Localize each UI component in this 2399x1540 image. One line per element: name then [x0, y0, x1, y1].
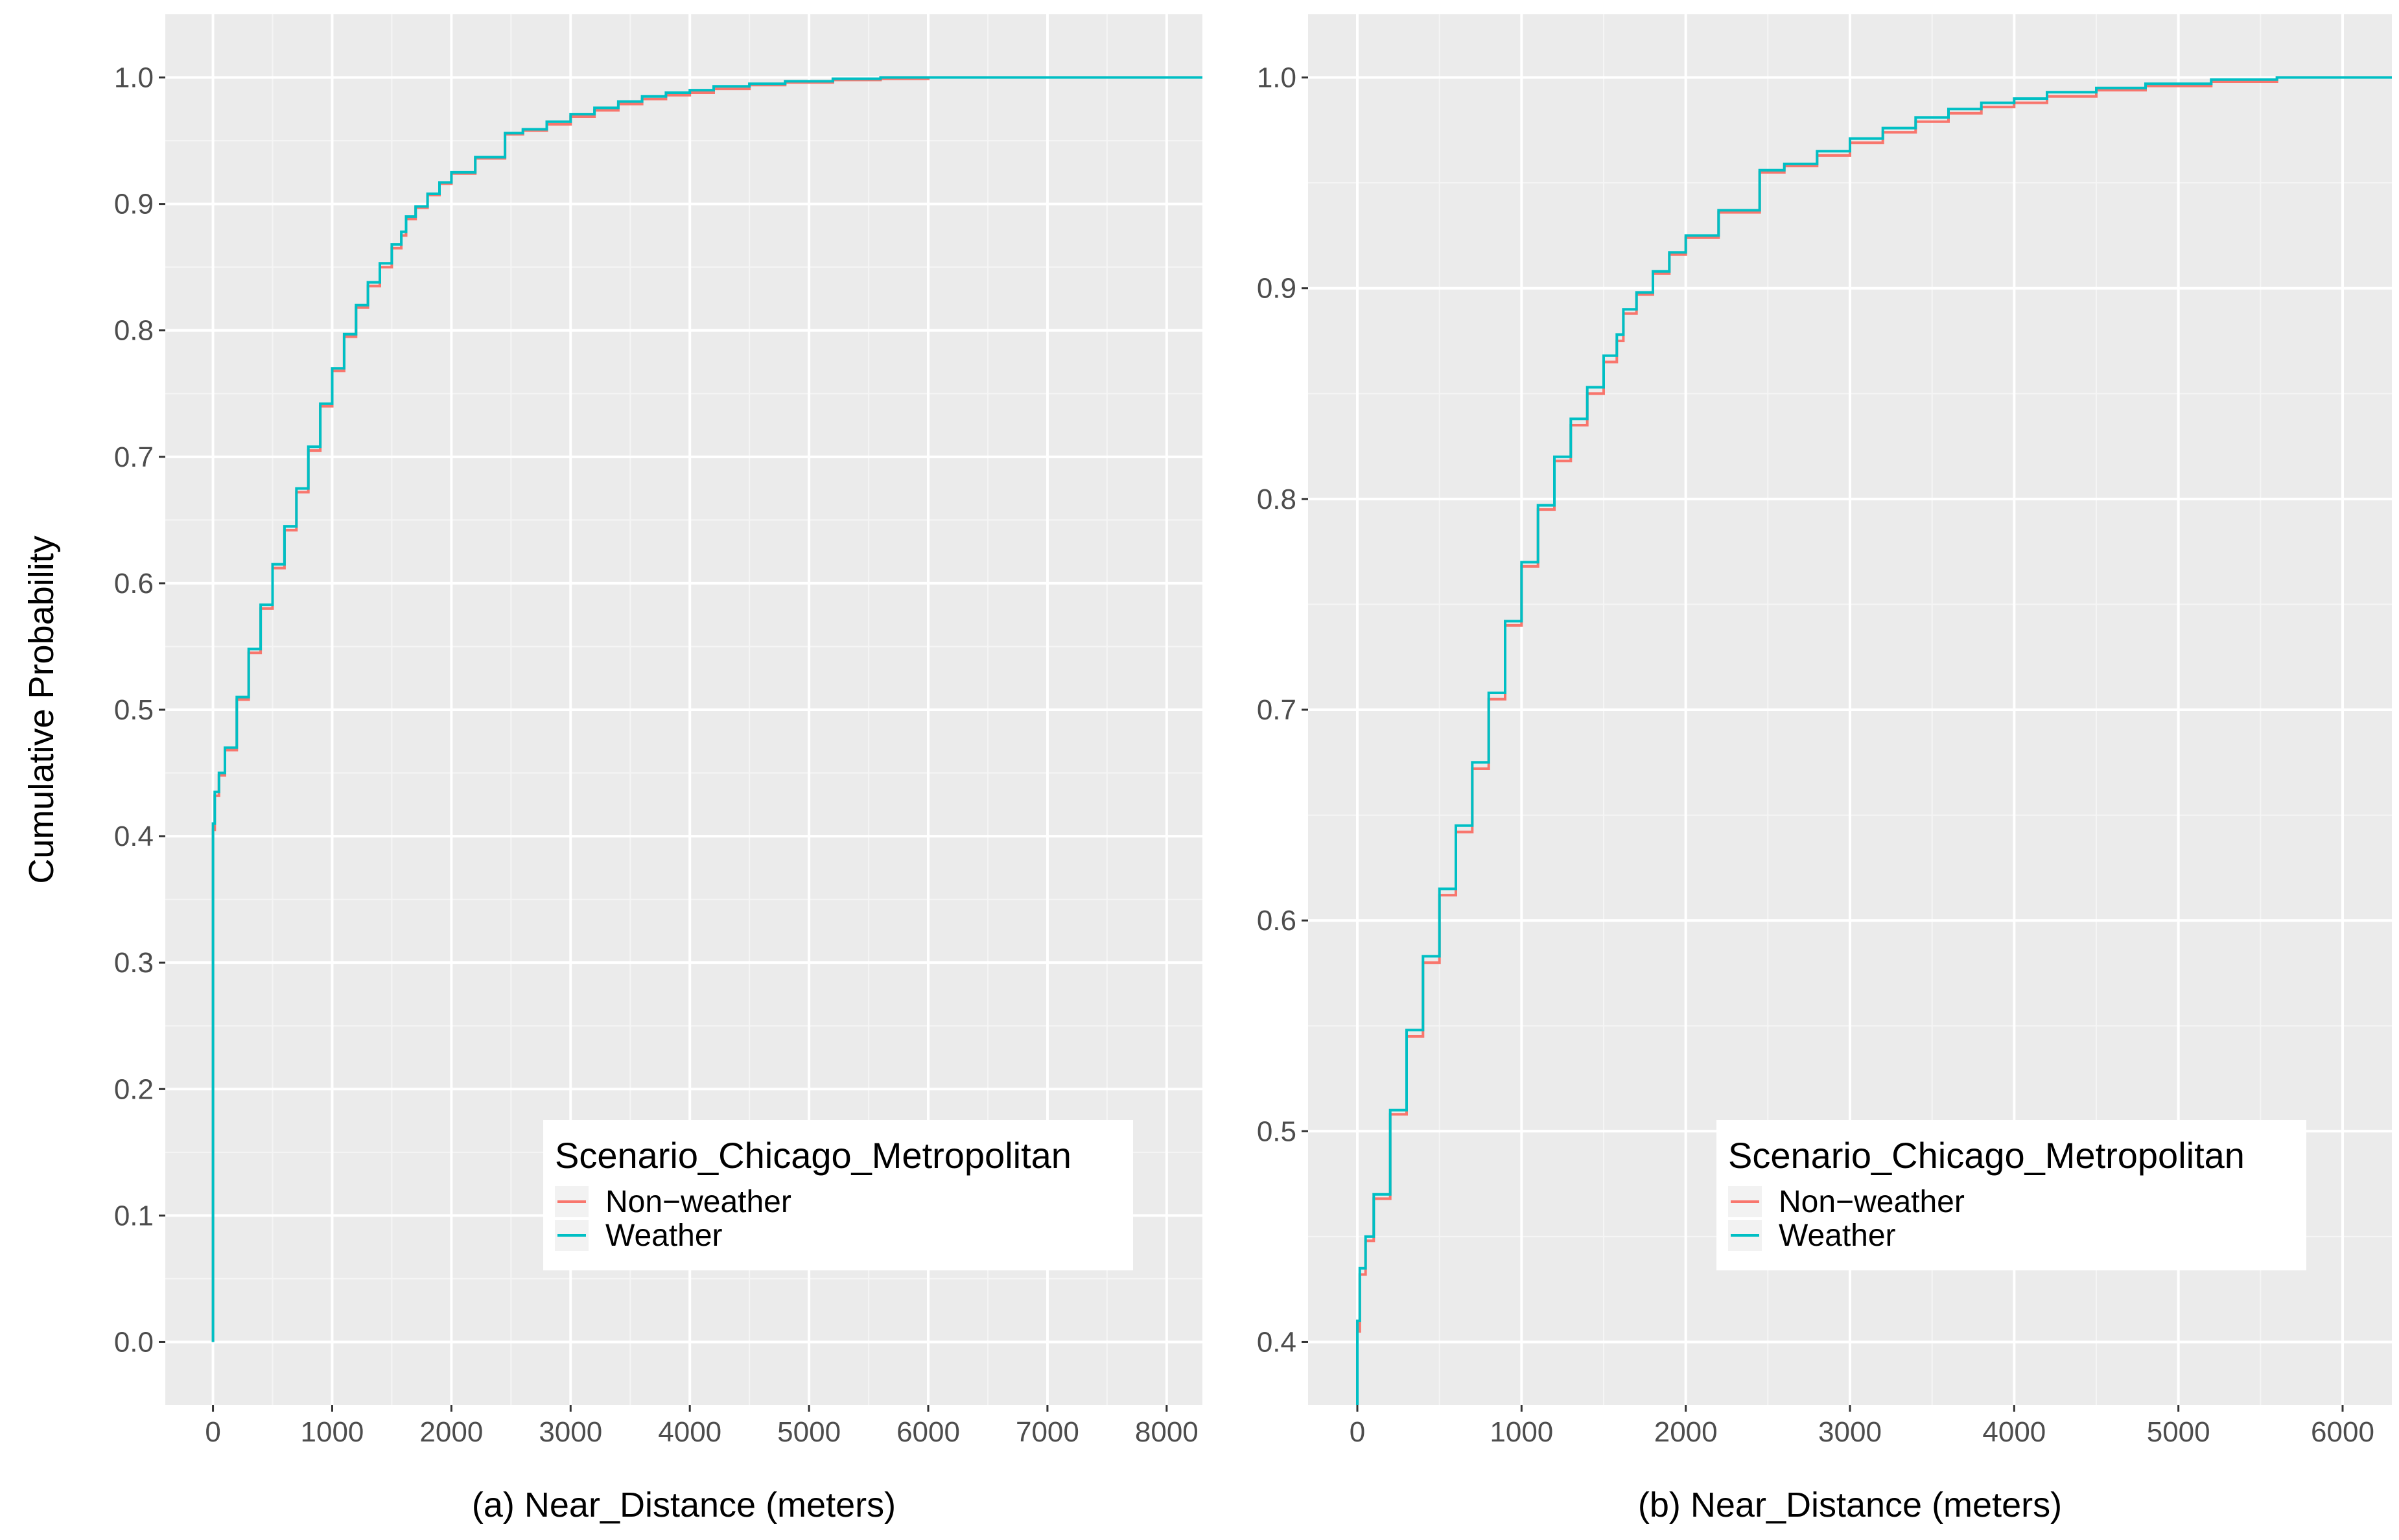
panel-a: 0 1000 2000 3000 4000 5000 6000 7000 8000 0.0 0.1 0… [114, 14, 1202, 1524]
x-tick-label: 5000 [777, 1416, 841, 1448]
legend-title: Scenario_Chicago_Metropolitan [1728, 1135, 2245, 1176]
legend-entry-label: Weather [605, 1219, 723, 1253]
legend: Scenario_Chicago_Metropolitan Non−weather… [543, 1120, 1133, 1270]
x-tick-label: 6000 [896, 1416, 960, 1448]
legend-entry-label: Non−weather [1779, 1185, 1965, 1219]
legend-box [543, 1120, 1133, 1270]
y-tick-label: 0.4 [1257, 1326, 1296, 1358]
y-tick-label: 0.2 [114, 1073, 154, 1105]
y-axis-title: Cumulative Probability [22, 535, 61, 883]
legend-title: Scenario_Chicago_Metropolitan [555, 1135, 1071, 1176]
x-tick-label: 3000 [1818, 1416, 1882, 1448]
x-tick-label: 6000 [2311, 1416, 2374, 1448]
y-tick-label: 0.6 [114, 568, 154, 600]
legend-entry-label: Weather [1779, 1219, 1896, 1253]
y-tick-label: 0.5 [1257, 1115, 1296, 1147]
y-tick-label: 0.3 [114, 947, 154, 979]
legend: Scenario_Chicago_Metropolitan Non−weather… [1716, 1120, 2306, 1270]
y-tick-label: 1.0 [114, 62, 154, 94]
x-axis-title: (b) Near_Distance (meters) [1638, 1486, 2062, 1524]
x-tick-label: 0 [1350, 1416, 1365, 1448]
y-tick-label: 0.8 [1257, 484, 1296, 515]
legend-box [1716, 1120, 2306, 1270]
y-tick-label: 0.5 [114, 694, 154, 726]
x-tick-label: 2000 [1654, 1416, 1718, 1448]
x-tick-label: 7000 [1016, 1416, 1079, 1448]
y-tick-label: 0.4 [114, 821, 154, 852]
legend-entry-label: Non−weather [605, 1185, 791, 1219]
y-tick-label: 0.9 [1257, 273, 1296, 305]
x-tick-label: 2000 [419, 1416, 483, 1448]
y-tick-label: 0.6 [1257, 905, 1296, 937]
series-line-weather [1356, 76, 2392, 1405]
y-tick-label: 0.7 [1257, 694, 1296, 726]
y-tick-label: 0.1 [114, 1200, 154, 1231]
x-tick-label: 4000 [1982, 1416, 2046, 1448]
y-tick-label: 1.0 [1257, 62, 1296, 94]
x-axis-title: (a) Near_Distance (meters) [472, 1486, 896, 1524]
x-tick-label: 8000 [1135, 1416, 1199, 1448]
y-tick-label: 0.9 [114, 189, 154, 220]
series-line-weather [211, 76, 1202, 1342]
panel-b: 0 1000 2000 3000 4000 5000 6000 0.4 0.5 0.6 0.7 0.8… [1257, 14, 2392, 1524]
y-tick-label: 0.0 [114, 1326, 154, 1358]
x-tick-label: 5000 [2147, 1416, 2210, 1448]
x-tick-label: 3000 [539, 1416, 602, 1448]
y-tick-label: 0.8 [114, 315, 154, 347]
x-tick-label: 1000 [301, 1416, 364, 1448]
y-tick-label: 0.7 [114, 441, 154, 473]
x-tick-label: 0 [205, 1416, 220, 1448]
x-tick-label: 4000 [658, 1416, 721, 1448]
x-tick-label: 1000 [1490, 1416, 1553, 1448]
